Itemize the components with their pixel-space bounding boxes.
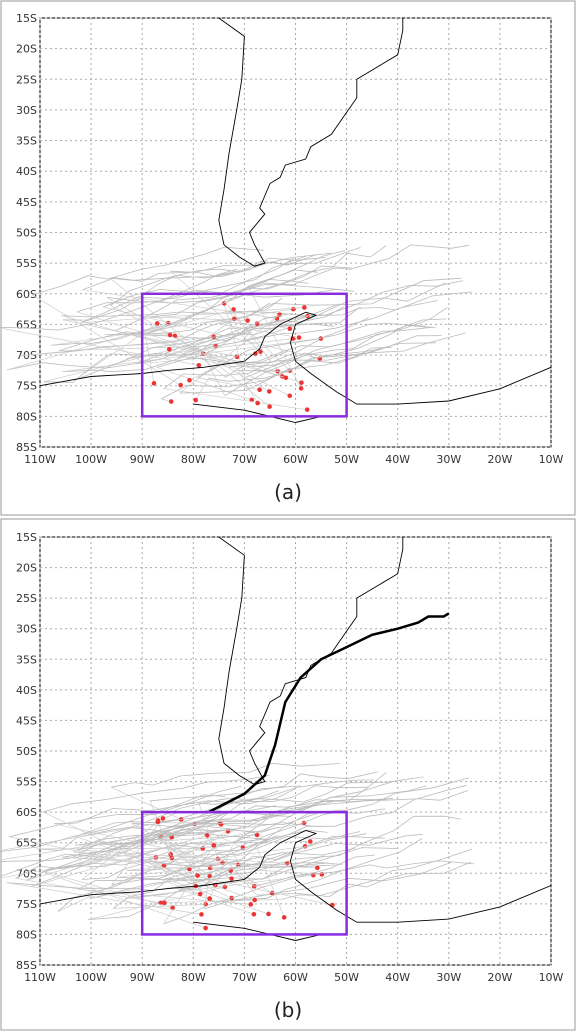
lat-tick-label: 25S [16,592,37,605]
map-panel: 15S20S25S30S35S40S45S50S55S60S65S70S75S8… [0,531,564,1022]
lat-tick-label: 15S [16,531,37,544]
lon-tick-label: 80W [181,453,206,466]
panel-label: (b) [274,998,302,1022]
track-end-dot [252,912,257,917]
track-end-dot [167,347,172,352]
track-end-dot [267,389,272,394]
track-end-dot [161,816,166,821]
lat-tick-label: 80S [16,410,37,423]
lon-tick-label: 10W [539,453,564,466]
lon-tick-label: 60W [283,453,308,466]
track-end-dot [152,381,157,386]
track-end-dot [252,898,257,903]
lat-tick-label: 55S [16,257,37,270]
lat-tick-label: 30S [16,104,37,117]
lat-tick-label: 20S [16,562,37,575]
track-end-dot [302,305,307,310]
lon-tick-label: 30W [436,453,461,466]
lat-tick-label: 45S [16,196,37,209]
lat-tick-label: 80S [16,928,37,941]
lon-tick-label: 100W [75,971,107,984]
track-end-dot [315,866,320,871]
track-end-dot [308,839,313,844]
lat-tick-label: 35S [16,135,37,148]
track-end-dot [197,363,202,368]
lat-tick-label: 45S [16,714,37,727]
lon-tick-label: 80W [181,971,206,984]
lon-tick-label: 40W [385,453,410,466]
lat-tick-label: 35S [16,653,37,666]
track-end-dot [267,404,272,409]
track-end-dot [291,307,296,312]
lat-tick-label: 15S [16,12,37,25]
track-end-dot [232,317,237,322]
track-end-dot [187,378,192,383]
lon-tick-label: 110W [24,453,56,466]
lat-tick-label: 20S [16,43,37,56]
lat-tick-label: 40S [16,684,37,697]
track-end-dot [156,820,161,825]
track-end-dot [299,386,304,391]
lat-tick-label: 75S [16,380,37,393]
lon-tick-label: 70W [232,971,257,984]
lon-tick-label: 10W [539,971,564,984]
lon-tick-label: 90W [130,453,155,466]
track-end-dot [299,380,304,385]
lat-tick-label: 25S [16,73,37,86]
track-end-dot [169,399,174,404]
lat-tick-label: 50S [16,227,37,240]
track-end-dot [198,892,203,897]
track-end-dot [155,321,160,326]
track-end-dot [199,912,204,917]
lat-tick-label: 55S [16,776,37,789]
lon-tick-label: 110W [24,971,56,984]
lon-tick-label: 30W [436,971,461,984]
lon-tick-label: 90W [130,971,155,984]
track-end-dot [282,915,287,920]
panel-label: (a) [274,480,302,504]
lat-tick-label: 65S [16,318,37,331]
lon-tick-label: 100W [75,453,107,466]
lon-tick-label: 20W [487,971,512,984]
lon-tick-label: 50W [334,453,359,466]
lat-tick-label: 60S [16,806,37,819]
track-end-dot [255,401,260,406]
lon-tick-label: 60W [283,971,308,984]
map-panel: 15S20S25S30S35S40S45S50S55S60S65S70S75S8… [0,12,564,504]
track-end-dot [257,387,262,392]
lat-tick-label: 40S [16,165,37,178]
track-end-dot [297,335,302,340]
track-end-dot [207,896,212,901]
track-end-dot [284,375,289,380]
track-end-dot [223,885,228,890]
track-end-dot [266,912,271,917]
track-end-dot [245,318,250,323]
lon-tick-label: 50W [334,971,359,984]
lat-tick-label: 50S [16,745,37,758]
lon-tick-label: 70W [232,453,257,466]
track-end-dot [287,326,292,331]
track-end-dot [195,873,200,878]
track-end-dot [287,393,292,398]
lat-tick-label: 75S [16,898,37,911]
lon-tick-label: 20W [487,453,512,466]
lat-tick-label: 30S [16,623,37,636]
track-end-dot [305,407,310,412]
track-end-dot [178,383,183,388]
track-end-dot [229,876,234,881]
track-end-dot [193,398,198,403]
track-end-dot [219,822,224,827]
track-end-dot [212,843,217,848]
lon-tick-label: 40W [385,971,410,984]
track-end-dot [203,926,208,931]
track-end-dot [248,902,253,907]
track-end-dot [168,333,173,338]
